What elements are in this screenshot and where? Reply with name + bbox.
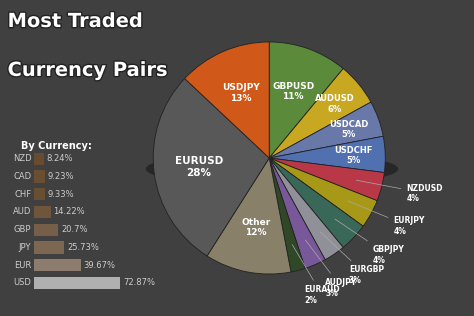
Text: USDCHF
5%: USDCHF 5%: [335, 146, 373, 165]
Ellipse shape: [146, 152, 398, 186]
Wedge shape: [207, 158, 291, 274]
Text: 20.7%: 20.7%: [61, 225, 88, 234]
FancyBboxPatch shape: [34, 206, 51, 218]
Text: AUDJPY
3%: AUDJPY 3%: [305, 240, 358, 298]
Wedge shape: [269, 158, 363, 247]
Text: EURAUD
2%: EURAUD 2%: [292, 245, 340, 305]
Wedge shape: [269, 158, 343, 260]
FancyBboxPatch shape: [34, 277, 120, 289]
Text: 8.24%: 8.24%: [46, 154, 73, 163]
Text: 14.22%: 14.22%: [54, 208, 85, 216]
Text: 72.87%: 72.87%: [123, 278, 155, 288]
FancyBboxPatch shape: [34, 259, 81, 271]
Text: EURUSD
28%: EURUSD 28%: [175, 156, 223, 178]
Wedge shape: [185, 42, 269, 158]
Wedge shape: [269, 136, 385, 173]
Text: EURJPY
4%: EURJPY 4%: [348, 201, 425, 236]
Text: GBPUSD
11%: GBPUSD 11%: [272, 82, 314, 101]
Text: 9.33%: 9.33%: [48, 190, 74, 199]
Text: NZDUSD
4%: NZDUSD 4%: [356, 180, 443, 203]
Text: 9.23%: 9.23%: [47, 172, 74, 181]
Wedge shape: [269, 158, 384, 201]
Text: AUDUSD
6%: AUDUSD 6%: [315, 94, 355, 114]
Text: Currency Pairs: Currency Pairs: [8, 61, 168, 80]
Text: 39.67%: 39.67%: [83, 261, 116, 270]
Text: By Currency:: By Currency:: [21, 141, 91, 151]
FancyBboxPatch shape: [34, 241, 64, 254]
Wedge shape: [269, 158, 305, 272]
FancyBboxPatch shape: [34, 170, 45, 183]
Wedge shape: [269, 158, 325, 268]
FancyBboxPatch shape: [34, 188, 45, 200]
Text: CAD: CAD: [13, 172, 31, 181]
Text: AUD: AUD: [13, 208, 31, 216]
Text: NZD: NZD: [13, 154, 31, 163]
Text: GBPJPY
4%: GBPJPY 4%: [335, 219, 404, 264]
Text: 25.73%: 25.73%: [67, 243, 99, 252]
Text: USDJPY
13%: USDJPY 13%: [222, 83, 260, 103]
Text: USDCAD
5%: USDCAD 5%: [329, 120, 369, 139]
Text: USD: USD: [13, 278, 31, 288]
Text: CHF: CHF: [14, 190, 31, 199]
Wedge shape: [269, 158, 377, 226]
Wedge shape: [153, 79, 269, 256]
FancyBboxPatch shape: [34, 224, 58, 236]
Wedge shape: [269, 69, 371, 158]
Text: Other
12%: Other 12%: [241, 218, 271, 237]
Text: GBP: GBP: [14, 225, 31, 234]
Wedge shape: [269, 42, 343, 158]
Text: JPY: JPY: [19, 243, 31, 252]
Text: EUR: EUR: [14, 261, 31, 270]
Text: Most Traded: Most Traded: [8, 12, 143, 31]
Wedge shape: [269, 102, 383, 158]
FancyBboxPatch shape: [34, 153, 44, 165]
Text: EURGBP
3%: EURGBP 3%: [320, 232, 384, 285]
